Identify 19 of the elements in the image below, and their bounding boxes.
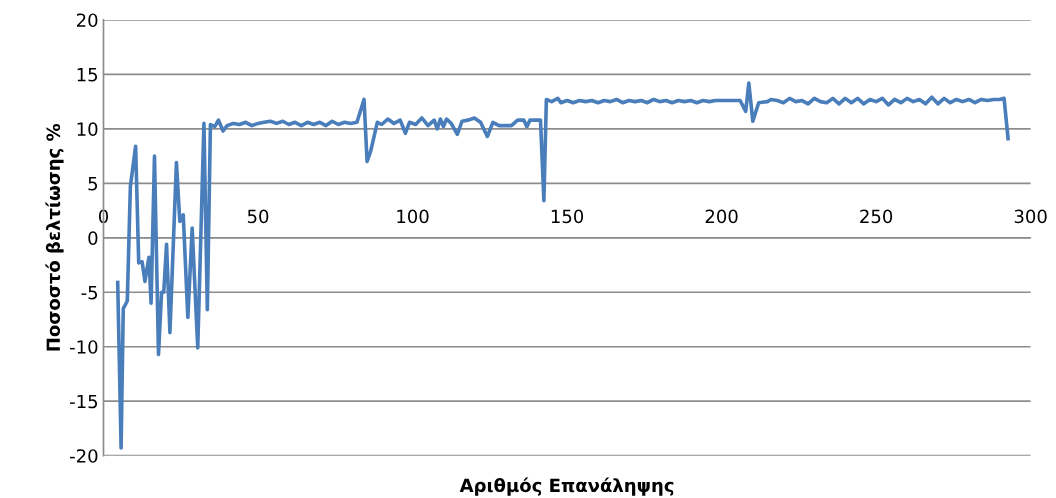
x-tick-label: 300: [1014, 209, 1047, 224]
y-tick-label: -15: [70, 394, 98, 409]
x-tick-label: 50: [247, 209, 269, 224]
y-tick-label: -5: [81, 285, 98, 300]
x-axis-title: Αριθμός Επανάληψης: [459, 477, 674, 496]
y-tick-label: -20: [70, 449, 98, 463]
y-tick-label: 0: [88, 231, 98, 245]
x-tick-label: 250: [860, 209, 893, 224]
x-tick-label: 100: [397, 209, 429, 224]
x-tick-label: 200: [705, 209, 738, 224]
y-tick-label: 20: [76, 13, 98, 28]
line-series: [115, 81, 1010, 450]
y-tick-label: 10: [77, 122, 98, 136]
y-axis-title: Ποσοστό βελτίωσης %: [45, 123, 64, 351]
y-tick-label: 15: [77, 68, 98, 82]
x-tick-label: 150: [551, 209, 584, 224]
y-tick-label: -10: [70, 340, 98, 354]
y-tick-label: 5: [88, 177, 98, 191]
x-tick-label: 0: [98, 209, 109, 224]
